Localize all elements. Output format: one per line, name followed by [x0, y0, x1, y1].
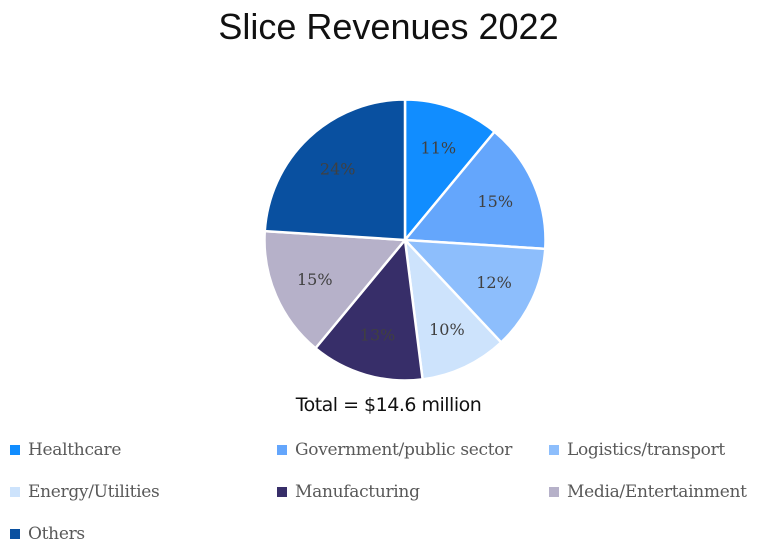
legend-label: Government/public sector — [295, 440, 513, 460]
legend-swatch-icon — [277, 487, 287, 497]
data-label-manufacturing: 13% — [360, 325, 396, 344]
pie-slice-others — [263, 98, 407, 242]
data-label-healthcare: 11% — [421, 138, 457, 157]
data-label-government-public-sector: 15% — [477, 192, 513, 211]
legend-swatch-icon — [10, 445, 20, 455]
legend-label: Logistics/transport — [567, 440, 725, 460]
legend-label: Media/Entertainment — [567, 482, 747, 502]
legend-item-media-entertainment: Media/Entertainment — [549, 482, 747, 502]
pie-labels: 11% 15% 12% 10% 13% 15% 24% — [297, 138, 513, 344]
legend-item-government-public-sector: Government/public sector — [277, 440, 512, 460]
pie-slice-media-entertainment — [263, 229, 407, 350]
pie-slice-logistics-transport — [403, 238, 547, 344]
legend-item-manufacturing: Manufacturing — [277, 482, 420, 502]
legend-item-logistics-transport: Logistics/transport — [549, 440, 725, 460]
legend-swatch-icon — [10, 487, 20, 497]
legend-item-healthcare: Healthcare — [10, 440, 121, 460]
pie-slice-government-public-sector — [403, 130, 547, 251]
legend-label: Energy/Utilities — [28, 482, 160, 502]
data-label-logistics-transport: 12% — [476, 273, 512, 292]
pie-slice-manufacturing — [314, 238, 424, 382]
legend-label: Others — [28, 524, 85, 544]
legend-swatch-icon — [549, 487, 559, 497]
legend-swatch-icon — [277, 445, 287, 455]
pie-slice-healthcare — [403, 98, 496, 242]
legend-swatch-icon — [549, 445, 559, 455]
legend-item-others: Others — [10, 524, 85, 544]
data-label-others: 24% — [320, 159, 356, 178]
data-label-energy-utilities: 10% — [429, 320, 465, 339]
data-label-media-entertainment: 15% — [297, 270, 333, 289]
chart-title: Slice Revenues 2022 — [218, 6, 559, 47]
pie-slices — [263, 98, 547, 382]
legend-swatch-icon — [10, 529, 20, 539]
pie-slice-energy-utilities — [403, 238, 503, 381]
legend: Healthcare Government/public sector Logist… — [0, 440, 777, 552]
total-annotation: Total = $14.6 million — [295, 394, 482, 416]
legend-label: Healthcare — [28, 440, 122, 460]
legend-label: Manufacturing — [295, 482, 420, 502]
legend-item-energy-utilities: Energy/Utilities — [10, 482, 160, 502]
